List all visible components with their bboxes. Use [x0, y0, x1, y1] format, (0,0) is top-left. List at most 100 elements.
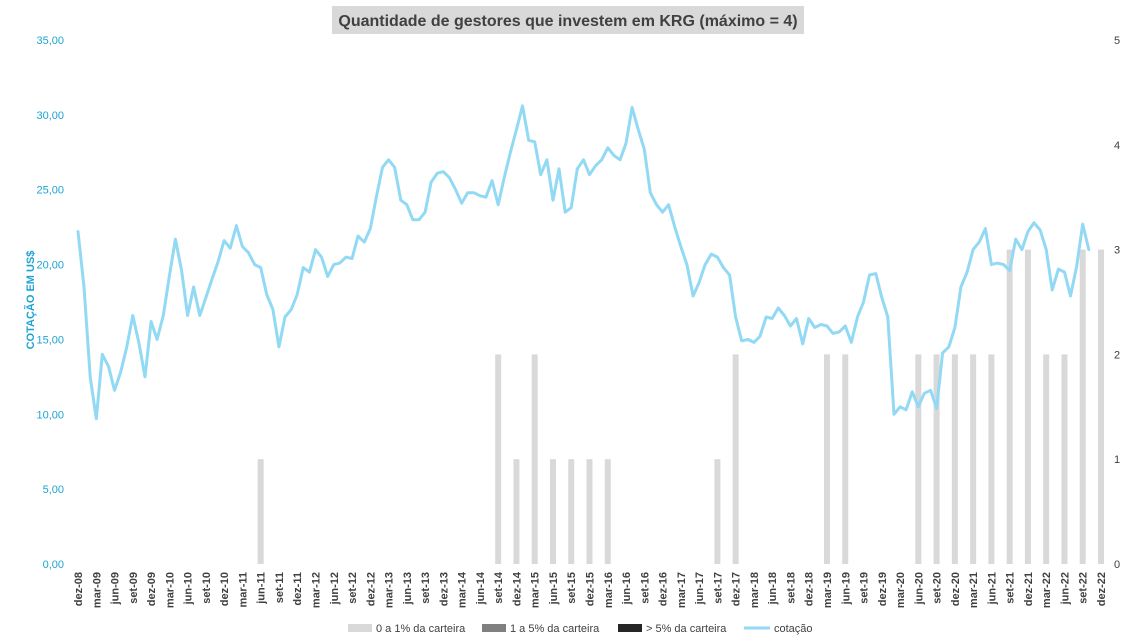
x-tick-label: set-19 — [859, 572, 871, 604]
y-right-tick-label: 1 — [1114, 454, 1120, 466]
y-right-tick-label: 3 — [1114, 245, 1120, 257]
y-right-tick-label: 0 — [1114, 559, 1120, 571]
x-tick-label: jun-17 — [694, 572, 706, 605]
bar — [531, 354, 538, 564]
x-tick-label: dez-16 — [658, 572, 670, 606]
x-tick-label: mar-12 — [310, 572, 322, 608]
x-tick-label: set-16 — [639, 572, 651, 604]
x-tick-label: dez-21 — [1023, 572, 1035, 606]
cotacao-line — [76, 104, 1091, 421]
bar — [970, 354, 977, 564]
x-tick-label: mar-15 — [530, 572, 542, 608]
x-tick-label: jun-13 — [402, 572, 414, 605]
x-tick-label: jun-19 — [840, 572, 852, 605]
x-tick-label: set-09 — [128, 572, 140, 604]
x-tick-label: dez-10 — [219, 572, 231, 606]
x-tick-label: dez-20 — [950, 572, 962, 606]
title-background — [332, 6, 804, 34]
x-tick-label: set-15 — [566, 572, 578, 604]
y-right-tick-label: 4 — [1114, 140, 1120, 152]
bar — [951, 354, 958, 564]
x-tick-label: dez-19 — [877, 572, 889, 606]
chart-title: Quantidade de gestores que investem em K… — [338, 13, 797, 30]
bar — [604, 459, 611, 564]
bar — [1079, 249, 1086, 564]
x-tick-label: jun-11 — [256, 572, 268, 605]
legend-swatch-1a5 — [482, 624, 506, 632]
y-left-tick-label: 15,00 — [36, 334, 64, 346]
x-tick-label: mar-14 — [457, 571, 469, 608]
x-tick-label: jun-10 — [183, 572, 195, 605]
y-left-tick-label: 10,00 — [36, 409, 64, 421]
x-tick-label: dez-22 — [1096, 572, 1108, 606]
bar — [915, 354, 922, 564]
y-left-tick-label: 0,00 — [43, 559, 64, 571]
x-tick-label: mar-13 — [384, 572, 396, 608]
x-tick-label: jun-14 — [475, 571, 487, 605]
x-tick-label: set-12 — [347, 572, 359, 604]
x-tick-label: set-22 — [1078, 572, 1090, 604]
legend-label-5plus: > 5% da carteira — [646, 623, 727, 635]
y-right-tick-label: 5 — [1114, 35, 1120, 47]
x-tick-label: dez-13 — [438, 572, 450, 606]
x-tick-label: set-10 — [201, 572, 213, 604]
bar — [933, 354, 940, 564]
bar — [257, 459, 264, 564]
x-tick-label: dez-12 — [365, 572, 377, 606]
x-tick-label: mar-11 — [237, 572, 249, 607]
x-tick-label: mar-17 — [676, 572, 688, 608]
x-tick-label: set-18 — [785, 572, 797, 604]
y-left-tick-label: 35,00 — [36, 35, 64, 47]
bar — [513, 459, 520, 564]
x-tick-label: jun-21 — [986, 572, 998, 605]
bar — [495, 354, 502, 564]
y-right-tick-label: 2 — [1114, 349, 1120, 361]
x-tick-label: mar-10 — [164, 572, 176, 608]
legend-label-0a1: 0 a 1% da carteira — [376, 623, 466, 635]
x-tick-label: set-13 — [420, 572, 432, 604]
y-left-tick-label: 5,00 — [43, 484, 64, 496]
x-tick-label: dez-11 — [292, 572, 304, 606]
bar — [549, 459, 556, 564]
x-tick-label: mar-09 — [91, 572, 103, 608]
bar — [1061, 354, 1068, 564]
x-tick-label: set-11 — [274, 572, 286, 603]
x-tick-label: mar-20 — [895, 572, 907, 608]
x-tick-label: jun-15 — [548, 572, 560, 605]
x-tick-label: mar-22 — [1041, 572, 1053, 608]
y-left-tick-label: 30,00 — [36, 110, 64, 122]
y-right-tick-labels: 0 1 2 3 4 5 — [1114, 35, 1120, 571]
bar — [1024, 249, 1031, 564]
x-tick-label: mar-18 — [749, 572, 761, 608]
bar-series-0a1 — [257, 249, 1104, 564]
x-tick-label: jun-18 — [767, 572, 779, 605]
legend-swatch-0a1 — [348, 624, 372, 632]
x-tick-label: dez-14 — [511, 571, 523, 606]
legend: 0 a 1% da carteira 1 a 5% da carteira > … — [348, 623, 813, 635]
legend-label-cotacao: cotação — [774, 623, 813, 635]
bar — [1098, 249, 1104, 564]
y-axis-label: COTAÇÃO EM US$ — [24, 251, 37, 350]
x-tick-label: set-14 — [493, 571, 505, 604]
legend-label-1a5: 1 a 5% da carteira — [510, 623, 600, 635]
bar — [1006, 249, 1013, 564]
x-tick-labels: dez-08 mar-09 jun-09 set-09 dez-09 mar-10 jun-… — [73, 571, 1108, 608]
y-left-tick-label: 20,00 — [36, 260, 64, 272]
y-left-tick-labels: 0,00 5,00 10,00 15,00 20,00 25,00 30,00 35,00 — [36, 35, 64, 571]
bar — [586, 459, 593, 564]
x-tick-label: jun-09 — [110, 572, 122, 605]
x-tick-label: mar-21 — [968, 572, 980, 608]
bar — [1043, 354, 1050, 564]
x-tick-label: dez-09 — [146, 572, 158, 606]
x-tick-label: set-20 — [932, 572, 944, 604]
bar — [732, 354, 739, 564]
y-left-tick-label: 25,00 — [36, 185, 64, 197]
x-tick-label: dez-08 — [73, 572, 85, 606]
x-tick-label: mar-19 — [822, 572, 834, 608]
x-tick-label: jun-20 — [913, 572, 925, 605]
legend-swatch-5plus — [618, 624, 642, 632]
bar — [842, 354, 849, 564]
x-tick-label: set-21 — [1005, 572, 1017, 604]
bar — [823, 354, 830, 564]
bar — [988, 354, 995, 564]
